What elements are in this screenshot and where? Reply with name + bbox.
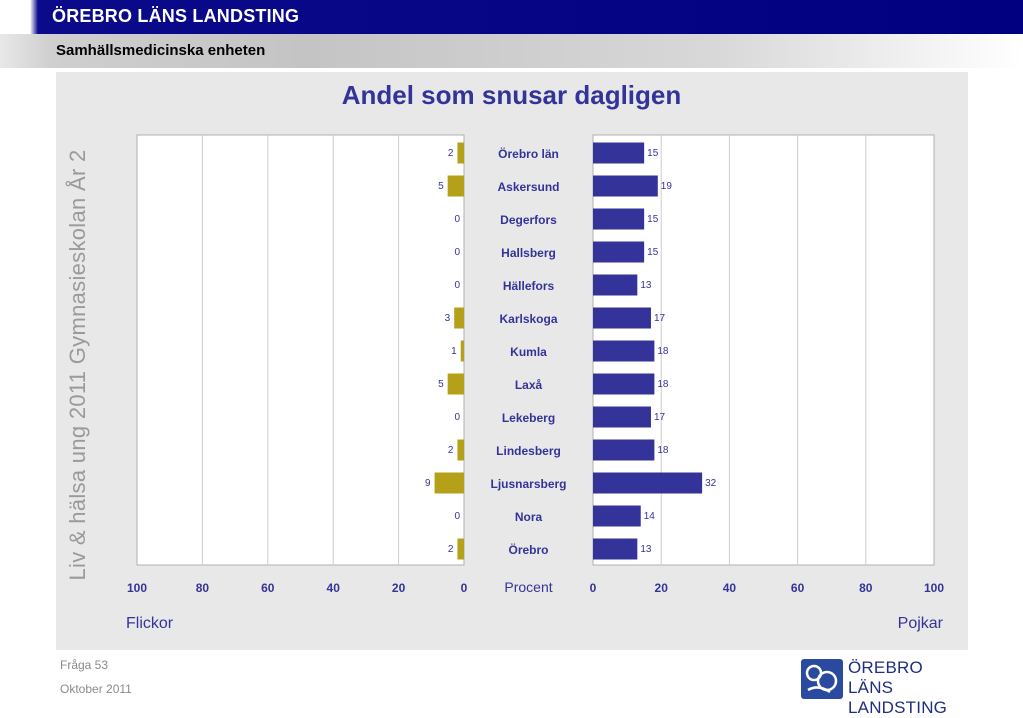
logo-line2: LANDSTING — [848, 698, 948, 717]
subheader-bar: Samhällsmedicinska enheten — [0, 34, 1023, 68]
bar-flickor — [457, 439, 464, 461]
tick-label-right: 60 — [791, 581, 805, 595]
footer-date: Oktober 2011 — [60, 682, 132, 696]
data-label-flickor: 2 — [448, 544, 454, 555]
data-label-pojkar: 15 — [647, 247, 659, 258]
bar-pojkar — [593, 505, 641, 527]
category-label: Askersund — [497, 180, 559, 194]
logo-line1: ÖREBRO LÄNS — [848, 658, 923, 697]
bar-flickor — [447, 373, 464, 395]
tick-label-right: 20 — [655, 581, 669, 595]
bar-pojkar — [593, 241, 645, 263]
bar-pojkar — [593, 307, 651, 329]
category-label: Karlskoga — [499, 312, 557, 326]
tick-label-right: 80 — [859, 581, 873, 595]
bar-pojkar — [593, 406, 651, 428]
data-label-pojkar: 15 — [647, 214, 659, 225]
category-label: Lindesberg — [496, 444, 561, 458]
data-label-pojkar: 32 — [705, 478, 717, 489]
landsting-logo: ÖREBRO LÄNS LANDSTING — [800, 656, 970, 717]
bar-pojkar — [593, 175, 658, 197]
tick-label-left: 100 — [127, 581, 147, 595]
bar-pojkar — [593, 340, 655, 362]
bar-pojkar — [593, 208, 645, 230]
data-label-flickor: 0 — [454, 280, 460, 291]
data-label-pojkar: 19 — [661, 181, 673, 192]
header-bar: ÖREBRO LÄNS LANDSTING — [0, 0, 1023, 34]
tick-label-right: 100 — [924, 581, 944, 595]
bar-pojkar — [593, 439, 655, 461]
data-label-flickor: 5 — [438, 379, 444, 390]
tick-label-left: 40 — [327, 581, 341, 595]
header-title: ÖREBRO LÄNS LANDSTING — [52, 6, 300, 26]
category-label: Hällefors — [503, 279, 555, 293]
bar-pojkar — [593, 538, 638, 560]
data-label-pojkar: 15 — [647, 148, 659, 159]
data-label-pojkar: 13 — [640, 544, 652, 555]
category-label: Laxå — [515, 378, 543, 392]
tick-label-left: 20 — [392, 581, 406, 595]
data-label-pojkar: 18 — [657, 379, 669, 390]
data-label-pojkar: 17 — [654, 313, 666, 324]
category-label: Örebro — [508, 542, 548, 557]
group-label-flickor: Flickor — [126, 615, 174, 632]
category-label: Ljusnarsberg — [490, 477, 566, 491]
chart-title: Andel som snusar dagligen — [341, 80, 682, 110]
data-label-pojkar: 18 — [657, 346, 669, 357]
data-label-flickor: 0 — [454, 511, 460, 522]
data-label-flickor: 0 — [454, 412, 460, 423]
data-label-flickor: 2 — [448, 445, 454, 456]
bar-flickor — [457, 538, 464, 560]
category-label: Degerfors — [500, 213, 557, 227]
tick-label-left: 60 — [261, 581, 275, 595]
group-label-pojkar: Pojkar — [898, 615, 944, 632]
data-label-pojkar: 13 — [640, 280, 652, 291]
left-plot-area — [136, 134, 465, 566]
tick-label-left: 0 — [461, 581, 468, 595]
data-label-flickor: 3 — [445, 313, 451, 324]
data-label-pojkar: 14 — [644, 511, 656, 522]
data-label-flickor: 2 — [448, 148, 454, 159]
category-label: Hallsberg — [501, 246, 556, 260]
data-label-flickor: 9 — [425, 478, 431, 489]
tick-label-right: 0 — [590, 581, 597, 595]
tick-label-right: 40 — [723, 581, 737, 595]
tick-label-left: 80 — [196, 581, 210, 595]
axis-label-procent: Procent — [504, 579, 552, 595]
bar-flickor — [457, 142, 464, 164]
bar-flickor — [460, 340, 464, 362]
category-label: Lekeberg — [502, 411, 555, 425]
footer-question: Fråga 53 — [60, 658, 109, 672]
category-label: Örebro län — [498, 146, 559, 161]
data-label-flickor: 5 — [438, 181, 444, 192]
data-label-pojkar: 17 — [654, 412, 666, 423]
bar-pojkar — [593, 142, 645, 164]
header-subtitle: Samhällsmedicinska enheten — [56, 42, 266, 59]
category-label: Nora — [515, 510, 543, 524]
data-label-flickor: 0 — [454, 247, 460, 258]
data-label-flickor: 1 — [451, 346, 457, 357]
data-label-flickor: 0 — [454, 214, 460, 225]
bar-flickor — [454, 307, 464, 329]
bar-pojkar — [593, 274, 638, 296]
logo-emblem-icon — [801, 659, 843, 699]
bar-flickor — [434, 472, 464, 494]
data-label-pojkar: 18 — [657, 445, 669, 456]
bar-pojkar — [593, 472, 703, 494]
bar-pojkar — [593, 373, 655, 395]
bar-flickor — [447, 175, 464, 197]
category-label: Kumla — [510, 345, 547, 359]
